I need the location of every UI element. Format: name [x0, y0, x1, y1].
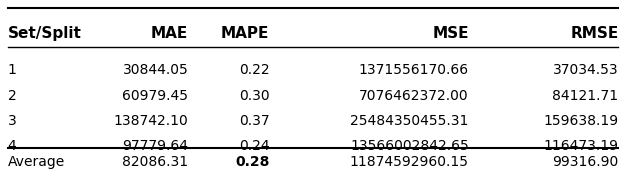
- Text: 99316.90: 99316.90: [552, 155, 618, 169]
- Text: 3: 3: [8, 114, 16, 128]
- Text: 13566002842.65: 13566002842.65: [350, 139, 469, 153]
- Text: 7076462372.00: 7076462372.00: [359, 89, 469, 103]
- Text: 30844.05: 30844.05: [123, 63, 188, 77]
- Text: 0.28: 0.28: [235, 155, 269, 169]
- Text: 0.37: 0.37: [239, 114, 269, 128]
- Text: 0.22: 0.22: [239, 63, 269, 77]
- Text: 84121.71: 84121.71: [552, 89, 618, 103]
- Text: MAPE: MAPE: [221, 26, 269, 41]
- Text: 1371556170.66: 1371556170.66: [359, 63, 469, 77]
- Text: 159638.19: 159638.19: [543, 114, 618, 128]
- Text: 2: 2: [8, 89, 16, 103]
- Text: RMSE: RMSE: [570, 26, 618, 41]
- Text: 0.24: 0.24: [239, 139, 269, 153]
- Text: Set/Split: Set/Split: [8, 26, 81, 41]
- Text: 138742.10: 138742.10: [113, 114, 188, 128]
- Text: 11874592960.15: 11874592960.15: [350, 155, 469, 169]
- Text: Average: Average: [8, 155, 65, 169]
- Text: 60979.45: 60979.45: [122, 89, 188, 103]
- Text: 1: 1: [8, 63, 16, 77]
- Text: 37034.53: 37034.53: [553, 63, 618, 77]
- Text: 4: 4: [8, 139, 16, 153]
- Text: 97779.64: 97779.64: [122, 139, 188, 153]
- Text: 82086.31: 82086.31: [122, 155, 188, 169]
- Text: MSE: MSE: [433, 26, 469, 41]
- Text: 116473.19: 116473.19: [543, 139, 618, 153]
- Text: MAE: MAE: [151, 26, 188, 41]
- Text: 25484350455.31: 25484350455.31: [351, 114, 469, 128]
- Text: 0.30: 0.30: [239, 89, 269, 103]
